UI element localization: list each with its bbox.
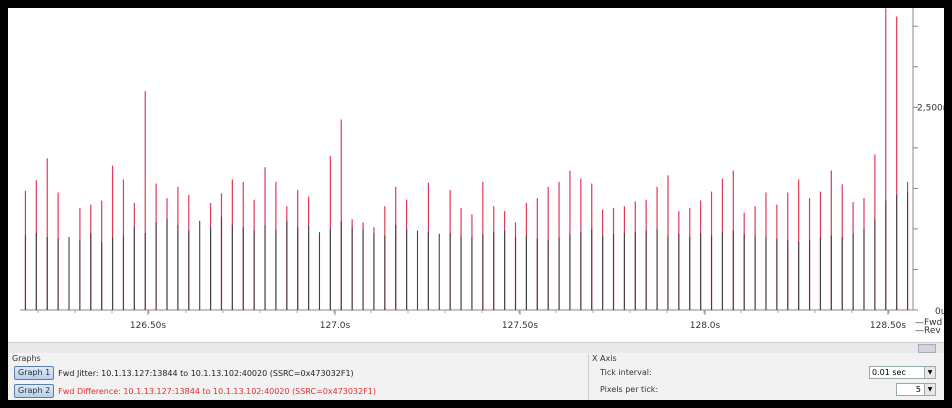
graph2-button[interactable]: Graph 2 [14,384,55,398]
xaxis-panel: X Axis Tick interval: 0.01 sec ▼ Pixels … [588,354,944,400]
y-tick-label: 0us [935,307,944,317]
graph2-description: Fwd Difference: 10.1.13.127:13844 to 10.… [58,386,376,396]
legend-fwd: —Fwd [915,318,942,328]
pixels-per-tick-select[interactable]: 5 [896,383,925,396]
x-tick-label: 126.50s [130,321,166,331]
pixels-per-tick-dropdown-icon[interactable]: ▼ [925,383,936,396]
rtp-graph-window: 126.50s 127.0s 127.50s 128.0s 128.50s 2,500ms… [8,8,944,400]
tick-interval-label: Tick interval: [600,368,652,377]
graph-svg: 126.50s 127.0s 127.50s 128.0s 128.50s 2,500ms… [20,8,944,336]
y-tick-label: 2,500ms [917,103,944,113]
pixels-per-tick-label: Pixels per tick: [600,385,659,394]
pixels-per-tick-row: Pixels per tick: 5 ▼ [600,383,936,396]
graphs-title: Graphs [12,354,41,363]
tick-interval-dropdown-icon[interactable]: ▼ [925,366,936,379]
legend-rev: —Rev [915,326,941,336]
graph1-button[interactable]: Graph 1 [14,366,55,380]
graph1-row: Graph 1 Fwd Jitter: 10.1.13.127:13844 to… [14,366,354,380]
x-tick-label: 127.0s [320,321,351,331]
tick-interval-row: Tick interval: 0.01 sec ▼ [600,366,936,379]
horizontal-scrollbar[interactable] [8,342,944,353]
panel-divider [588,354,589,400]
xaxis-title: X Axis [592,354,617,363]
tick-interval-select[interactable]: 0.01 sec [869,366,925,379]
graph1-description: Fwd Jitter: 10.1.13.127:13844 to 10.1.13… [58,368,354,378]
x-tick-label: 127.50s [502,321,538,331]
graph2-row: Graph 2 Fwd Difference: 10.1.13.127:1384… [14,384,376,398]
graphs-panel: Graphs Graph 1 Fwd Jitter: 10.1.13.127:1… [8,354,588,400]
x-tick-label: 128.50s [870,321,906,331]
plot-area: 126.50s 127.0s 127.50s 128.0s 128.50s 2,500ms… [8,8,944,342]
scroll-thumb[interactable] [918,344,936,353]
x-tick-label: 128.0s [690,321,721,331]
